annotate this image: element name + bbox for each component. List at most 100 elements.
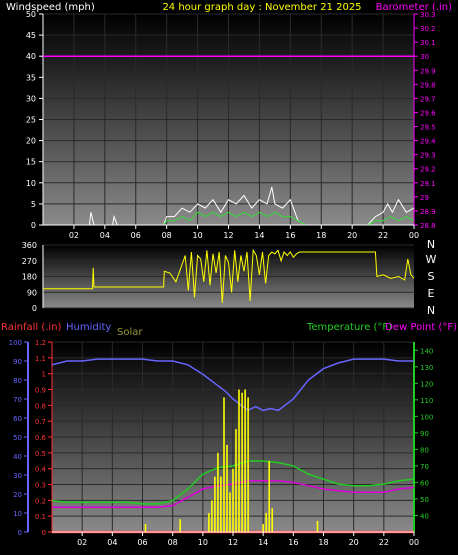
rain-tick-label: 0	[42, 529, 46, 537]
solar-bar	[271, 508, 273, 533]
barometer-axis-title: Barometer (.in)	[376, 2, 452, 13]
wind-y-tick-label: 45	[26, 31, 36, 40]
wind-x-tick-label: 12	[223, 231, 233, 240]
solar-bar	[229, 492, 231, 532]
wind-x-tick-label: 10	[192, 231, 202, 240]
temperature-tick-label: 80	[420, 446, 429, 454]
humidity-tick-label: 60	[13, 415, 22, 423]
rain-x-tick-label: 20	[349, 538, 359, 547]
wind-x-tick-label: 04	[100, 231, 110, 240]
temperature-tick-label: 40	[420, 512, 429, 520]
compass-label: N	[427, 238, 435, 251]
barometer-tick-label: 29.2	[420, 166, 436, 174]
rain-tick-label: 0.3	[35, 482, 46, 490]
temperature-tick-label: 130	[420, 364, 433, 372]
direction-tick-label: 0	[32, 304, 37, 313]
barometer-tick-label: 29.7	[420, 95, 436, 103]
temperature-tick-label: 120	[420, 380, 433, 388]
solar-bar	[316, 520, 319, 532]
humidity-line	[51, 358, 414, 412]
temperature-tick-label: 90	[420, 430, 429, 438]
rain-x-tick-label: 12	[228, 538, 238, 547]
barometer-tick-label: 29.6	[420, 109, 436, 117]
solar-bar	[217, 452, 219, 532]
rain-tick-label: 1	[42, 371, 46, 379]
wind-x-tick-label: 08	[162, 231, 172, 240]
solar-bar	[244, 389, 246, 532]
dewpoint-axis-title: Dew Point (°F)	[385, 322, 457, 333]
solar-bar	[220, 476, 222, 532]
humidity-tick-label: 0	[18, 529, 22, 537]
humidity-tick-label: 70	[13, 396, 22, 404]
temperature-tick-label: 70	[420, 463, 429, 471]
barometer-tick-label: 28.9	[420, 208, 436, 216]
rain-x-tick-label: 18	[318, 538, 328, 547]
direction-tick-label: 180	[22, 273, 37, 282]
solar-bar	[238, 389, 240, 532]
wind-x-tick-label: 06	[131, 231, 141, 240]
barometer-tick-label: 28.8	[420, 222, 436, 230]
solar-bar	[211, 500, 213, 532]
solar-bar	[208, 513, 210, 532]
rain-tick-label: 0.6	[35, 434, 47, 442]
compass-label: E	[428, 287, 435, 300]
wind-y-tick-label: 40	[26, 52, 36, 61]
solar-bar	[179, 519, 181, 532]
humidity-tick-label: 100	[9, 339, 22, 347]
temperature-tick-label: 60	[420, 479, 429, 487]
rain-x-tick-label: 08	[168, 538, 178, 547]
rain-x-tick-label: 14	[258, 538, 268, 547]
chart-title: 24 hour graph day : November 21 2025	[162, 2, 361, 13]
temperature-tick-label: 110	[420, 397, 433, 405]
direction-tick-label: 270	[22, 257, 37, 266]
wind-y-tick-label: 35	[26, 73, 36, 82]
rain-x-tick-label: 04	[107, 538, 117, 547]
solar-bar	[214, 476, 216, 532]
barometer-tick-label: 29.1	[420, 180, 436, 188]
temperature-axis-title: Temperature (°F)	[306, 322, 392, 333]
rain-x-tick-label: 06	[137, 538, 147, 547]
wind-x-tick-label: 00	[409, 231, 419, 240]
compass-label: S	[428, 270, 435, 283]
wind-y-tick-label: 0	[31, 221, 36, 230]
barometer-tick-label: 30.1	[420, 39, 436, 47]
barometer-tick-label: 29	[420, 194, 429, 202]
wind-y-tick-label: 10	[26, 179, 36, 188]
direction-tick-label: 90	[27, 288, 37, 297]
wind-x-tick-label: 20	[347, 231, 357, 240]
rain-tick-label: 0.9	[35, 387, 46, 395]
compass-label: N	[427, 304, 435, 317]
barometer-tick-label: 30.3	[420, 11, 436, 19]
compass-label: W	[426, 253, 437, 266]
humidity-tick-label: 30	[13, 472, 22, 480]
temperature-tick-label: 50	[420, 496, 429, 504]
temperature-tick-label: 140	[420, 347, 433, 355]
rain-tick-label: 0.1	[35, 513, 46, 521]
humidity-tick-label: 90	[13, 358, 22, 366]
rain-x-tick-label: 22	[379, 538, 389, 547]
gust-line	[43, 186, 415, 226]
solar-bar	[223, 397, 225, 532]
rain-x-tick-label: 10	[198, 538, 208, 547]
solar-bar	[241, 392, 243, 532]
solar-bar	[265, 513, 267, 532]
humidity-tick-label: 40	[13, 453, 22, 461]
temperature-line	[51, 460, 415, 505]
temperature-tick-label: 100	[420, 413, 433, 421]
solar-bar	[262, 524, 264, 532]
humidity-tick-label: 10	[13, 510, 22, 518]
rain-tick-label: 0.2	[35, 497, 46, 505]
rain-tick-label: 0.4	[35, 466, 47, 474]
wind-x-tick-label: 02	[69, 231, 79, 240]
rain-x-tick-label: 00	[409, 538, 419, 547]
wind-y-tick-label: 50	[26, 10, 36, 19]
barometer-tick-label: 29.4	[420, 138, 436, 146]
humidity-tick-label: 20	[13, 491, 22, 499]
rain-tick-label: 0.7	[35, 418, 46, 426]
solar-label: Solar	[117, 327, 143, 338]
rain-tick-label: 0.5	[35, 450, 46, 458]
solar-bar	[144, 524, 147, 532]
wind-x-tick-label: 22	[378, 231, 388, 240]
barometer-tick-label: 29.9	[420, 67, 436, 75]
